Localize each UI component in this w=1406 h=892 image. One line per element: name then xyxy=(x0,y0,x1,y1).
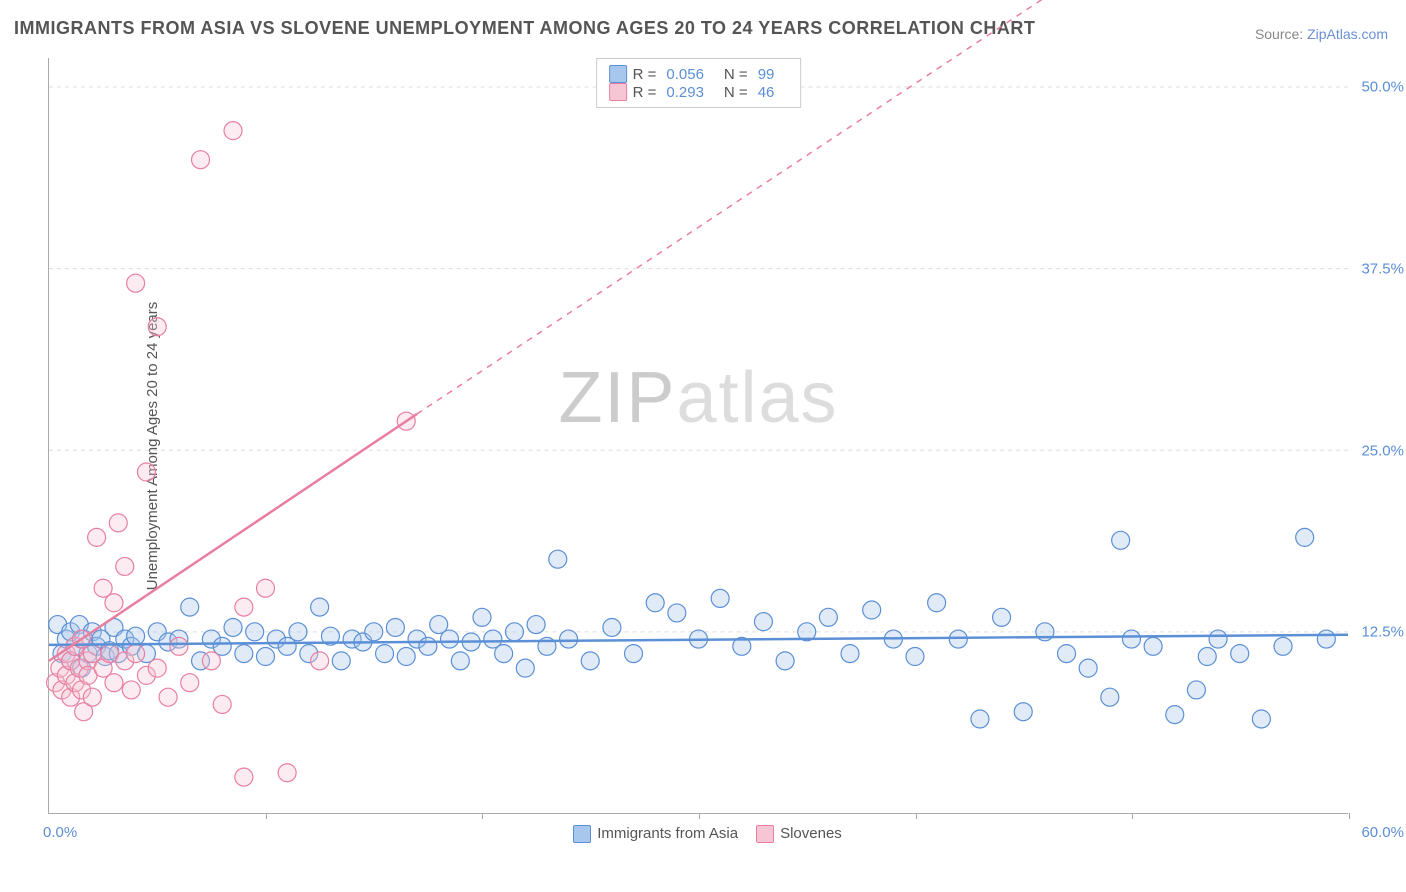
legend-n-value: 46 xyxy=(758,84,775,101)
series-swatch xyxy=(573,825,591,843)
x-tick xyxy=(916,813,917,819)
series-label: Immigrants from Asia xyxy=(597,825,738,842)
x-tick xyxy=(1132,813,1133,819)
x-tick xyxy=(482,813,483,819)
legend-swatch xyxy=(609,65,627,83)
legend-row: R = 0.056 N = 99 xyxy=(609,65,789,83)
legend-r-label: R = xyxy=(633,84,657,101)
x-tick xyxy=(266,813,267,819)
legend-n-label: N = xyxy=(724,84,748,101)
x-tick xyxy=(1349,813,1350,819)
legend-n-value: 99 xyxy=(758,66,775,83)
trend-layer xyxy=(49,58,1348,813)
source-link[interactable]: ZipAtlas.com xyxy=(1307,26,1388,42)
source-attribution: Source: ZipAtlas.com xyxy=(1255,26,1388,42)
plot-area: ZIPatlas R =0.056 N =99 R =0.293 N =46 0… xyxy=(48,58,1348,814)
y-tick-label: 25.0% xyxy=(1361,442,1404,459)
legend-n-label: N = xyxy=(724,66,748,83)
y-tick-label: 50.0% xyxy=(1361,79,1404,96)
y-tick-label: 12.5% xyxy=(1361,624,1404,641)
legend-r-value: 0.293 xyxy=(666,84,704,101)
series-label: Slovenes xyxy=(780,825,842,842)
x-tick xyxy=(699,813,700,819)
chart-title: IMMIGRANTS FROM ASIA VS SLOVENE UNEMPLOY… xyxy=(14,18,1035,39)
x-max-label: 60.0% xyxy=(1361,824,1404,841)
legend-row: R = 0.293 N = 46 xyxy=(609,83,789,101)
legend-swatch xyxy=(609,83,627,101)
legend-r-value: 0.056 xyxy=(666,66,704,83)
source-prefix: Source: xyxy=(1255,26,1307,42)
correlation-legend: R = 0.056 N = 99 R = 0.293 N = 46 xyxy=(596,58,802,108)
y-tick-label: 37.5% xyxy=(1361,260,1404,277)
series-swatch xyxy=(756,825,774,843)
series-legend: Immigrants from Asia Slovenes xyxy=(49,825,1348,843)
legend-r-label: R = xyxy=(633,66,657,83)
